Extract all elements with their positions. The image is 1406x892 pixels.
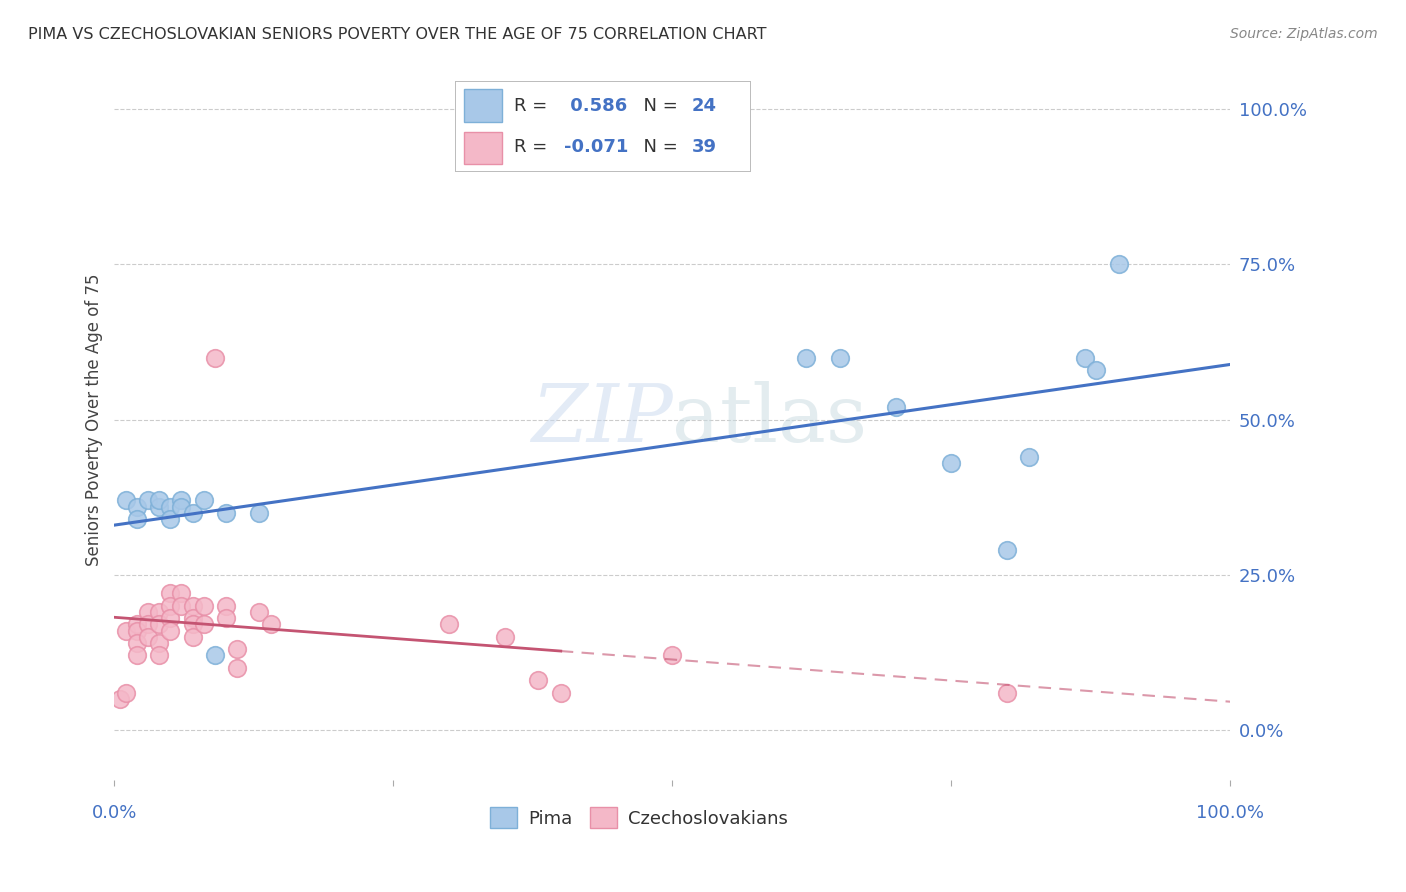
Text: atlas: atlas <box>672 381 868 458</box>
Point <box>148 500 170 514</box>
Point <box>494 630 516 644</box>
Text: 0.0%: 0.0% <box>91 805 138 822</box>
Point <box>148 648 170 663</box>
Point <box>181 630 204 644</box>
Y-axis label: Seniors Poverty Over the Age of 75: Seniors Poverty Over the Age of 75 <box>86 273 103 566</box>
Point <box>828 351 851 365</box>
Point <box>215 506 238 520</box>
Point <box>193 617 215 632</box>
Point <box>215 611 238 625</box>
Point <box>181 617 204 632</box>
Point <box>249 506 271 520</box>
Point <box>125 617 148 632</box>
Point <box>249 605 271 619</box>
Point <box>159 512 181 526</box>
Point <box>995 686 1018 700</box>
Point <box>114 493 136 508</box>
Point <box>193 599 215 613</box>
Point <box>941 456 963 470</box>
Text: Source: ZipAtlas.com: Source: ZipAtlas.com <box>1230 27 1378 41</box>
Point <box>159 586 181 600</box>
Point <box>148 605 170 619</box>
Point <box>259 617 281 632</box>
Point <box>1018 450 1040 464</box>
Point <box>170 586 193 600</box>
Point <box>125 648 148 663</box>
Point <box>148 617 170 632</box>
Point <box>1108 257 1130 271</box>
Point <box>884 400 907 414</box>
Point <box>159 611 181 625</box>
Point <box>661 648 683 663</box>
Point <box>108 692 131 706</box>
Point <box>995 543 1018 558</box>
Point <box>148 493 170 508</box>
Point <box>159 599 181 613</box>
Point <box>136 630 159 644</box>
Point <box>215 599 238 613</box>
Point <box>437 617 460 632</box>
Point <box>181 506 204 520</box>
Point <box>226 661 249 675</box>
Point <box>159 500 181 514</box>
Text: ZIP: ZIP <box>530 381 672 458</box>
Point <box>125 636 148 650</box>
Point <box>193 493 215 508</box>
Point <box>125 500 148 514</box>
Point <box>114 624 136 638</box>
Point <box>170 599 193 613</box>
Text: PIMA VS CZECHOSLOVAKIAN SENIORS POVERTY OVER THE AGE OF 75 CORRELATION CHART: PIMA VS CZECHOSLOVAKIAN SENIORS POVERTY … <box>28 27 766 42</box>
Point <box>136 617 159 632</box>
Point <box>181 599 204 613</box>
Point <box>136 605 159 619</box>
Point <box>550 686 572 700</box>
Point <box>125 624 148 638</box>
Point <box>170 493 193 508</box>
Point <box>136 493 159 508</box>
Point <box>181 611 204 625</box>
Point <box>204 648 226 663</box>
Point <box>148 636 170 650</box>
Point <box>125 512 148 526</box>
Point <box>226 642 249 657</box>
Point <box>1085 363 1108 377</box>
Text: 100.0%: 100.0% <box>1197 805 1264 822</box>
Point <box>114 686 136 700</box>
Point <box>204 351 226 365</box>
Legend: Pima, Czechoslovakians: Pima, Czechoslovakians <box>482 800 796 836</box>
Point <box>170 500 193 514</box>
Point <box>159 624 181 638</box>
Point <box>1074 351 1097 365</box>
Point <box>527 673 550 688</box>
Point <box>794 351 817 365</box>
